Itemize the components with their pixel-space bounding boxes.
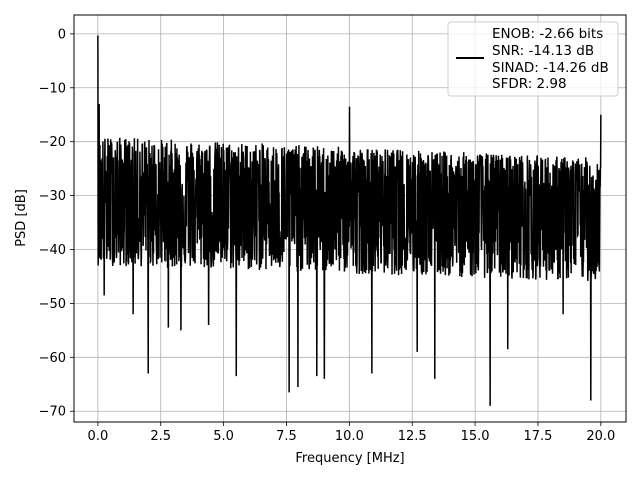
legend-line-enob: ENOB: -2.66 bits bbox=[492, 26, 603, 42]
x-tick-label: 7.5 bbox=[276, 429, 297, 444]
series-group bbox=[97, 35, 602, 406]
plot-frame bbox=[73, 14, 627, 423]
x-axis-title: Frequency [MHz] bbox=[295, 451, 404, 466]
y-tick-label: −10 bbox=[39, 81, 66, 96]
x-tick-label: 5.0 bbox=[213, 429, 234, 444]
x-axis: 0.0 2.5 5.0 7.5 10.0 12.5 15.0 17.5 20.0 bbox=[88, 422, 615, 444]
x-tick-label: 12.5 bbox=[398, 429, 427, 444]
x-tick-label: 0.0 bbox=[88, 429, 109, 444]
x-tick-label: 10.0 bbox=[335, 429, 364, 444]
y-axis: 0 −10 −20 −30 −40 −50 −60 −70 bbox=[39, 27, 74, 420]
legend-line-sfdr: SFDR: 2.98 bbox=[492, 76, 567, 92]
y-tick-label: −20 bbox=[39, 135, 66, 150]
y-tick-label: −70 bbox=[39, 405, 66, 420]
x-tick-label: 17.5 bbox=[524, 429, 553, 444]
y-tick-label: 0 bbox=[58, 27, 66, 42]
x-tick-label: 15.0 bbox=[461, 429, 490, 444]
legend: ENOB: -2.66 bits SNR: -14.13 dB SINAD: -… bbox=[447, 21, 619, 97]
psd-series-line bbox=[97, 35, 602, 406]
x-tick-label: 2.5 bbox=[150, 429, 171, 444]
legend-line-snr: SNR: -14.13 dB bbox=[492, 43, 594, 59]
legend-box bbox=[447, 21, 619, 97]
x-tick-label: 20.0 bbox=[586, 429, 615, 444]
y-tick-label: −30 bbox=[39, 189, 66, 204]
y-tick-label: −60 bbox=[39, 351, 66, 366]
legend-line-sinad: SINAD: -14.26 dB bbox=[492, 60, 609, 76]
y-axis-title: PSD [dB] bbox=[14, 189, 29, 247]
y-tick-label: −40 bbox=[39, 243, 66, 258]
y-tick-label: −50 bbox=[39, 297, 66, 312]
